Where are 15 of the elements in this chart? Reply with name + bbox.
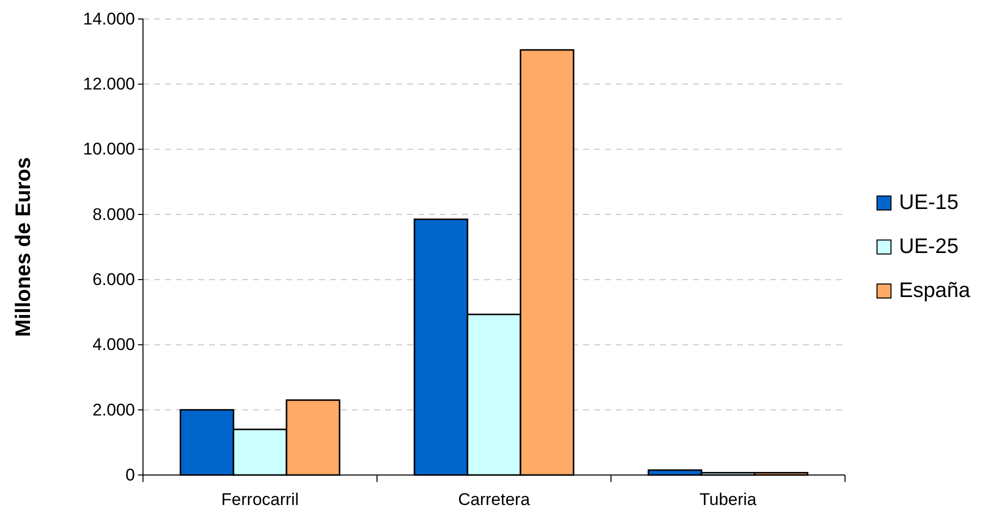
y-axis-title: Millones de Euros <box>12 157 35 337</box>
y-tick-label: 14.000 <box>83 9 135 28</box>
x-tick-label: Ferrocarril <box>221 490 299 510</box>
y-tick-label: 8.000 <box>92 204 135 224</box>
y-tick-label: 10.000 <box>83 140 135 159</box>
legend-label: UE-25 <box>899 235 959 258</box>
y-tick-label: 12.000 <box>83 74 135 94</box>
legend-label: UE-15 <box>899 191 959 214</box>
y-tick-label: 6.000 <box>92 270 135 290</box>
legend-label: España <box>899 279 971 302</box>
y-tick-label: 0 <box>126 465 135 484</box>
y-tick-label: 4.000 <box>92 335 135 354</box>
x-tick-label: Carretera <box>458 490 530 510</box>
x-tick-label: Tuberia <box>699 490 758 510</box>
y-tick-label: 2.000 <box>92 400 135 420</box>
